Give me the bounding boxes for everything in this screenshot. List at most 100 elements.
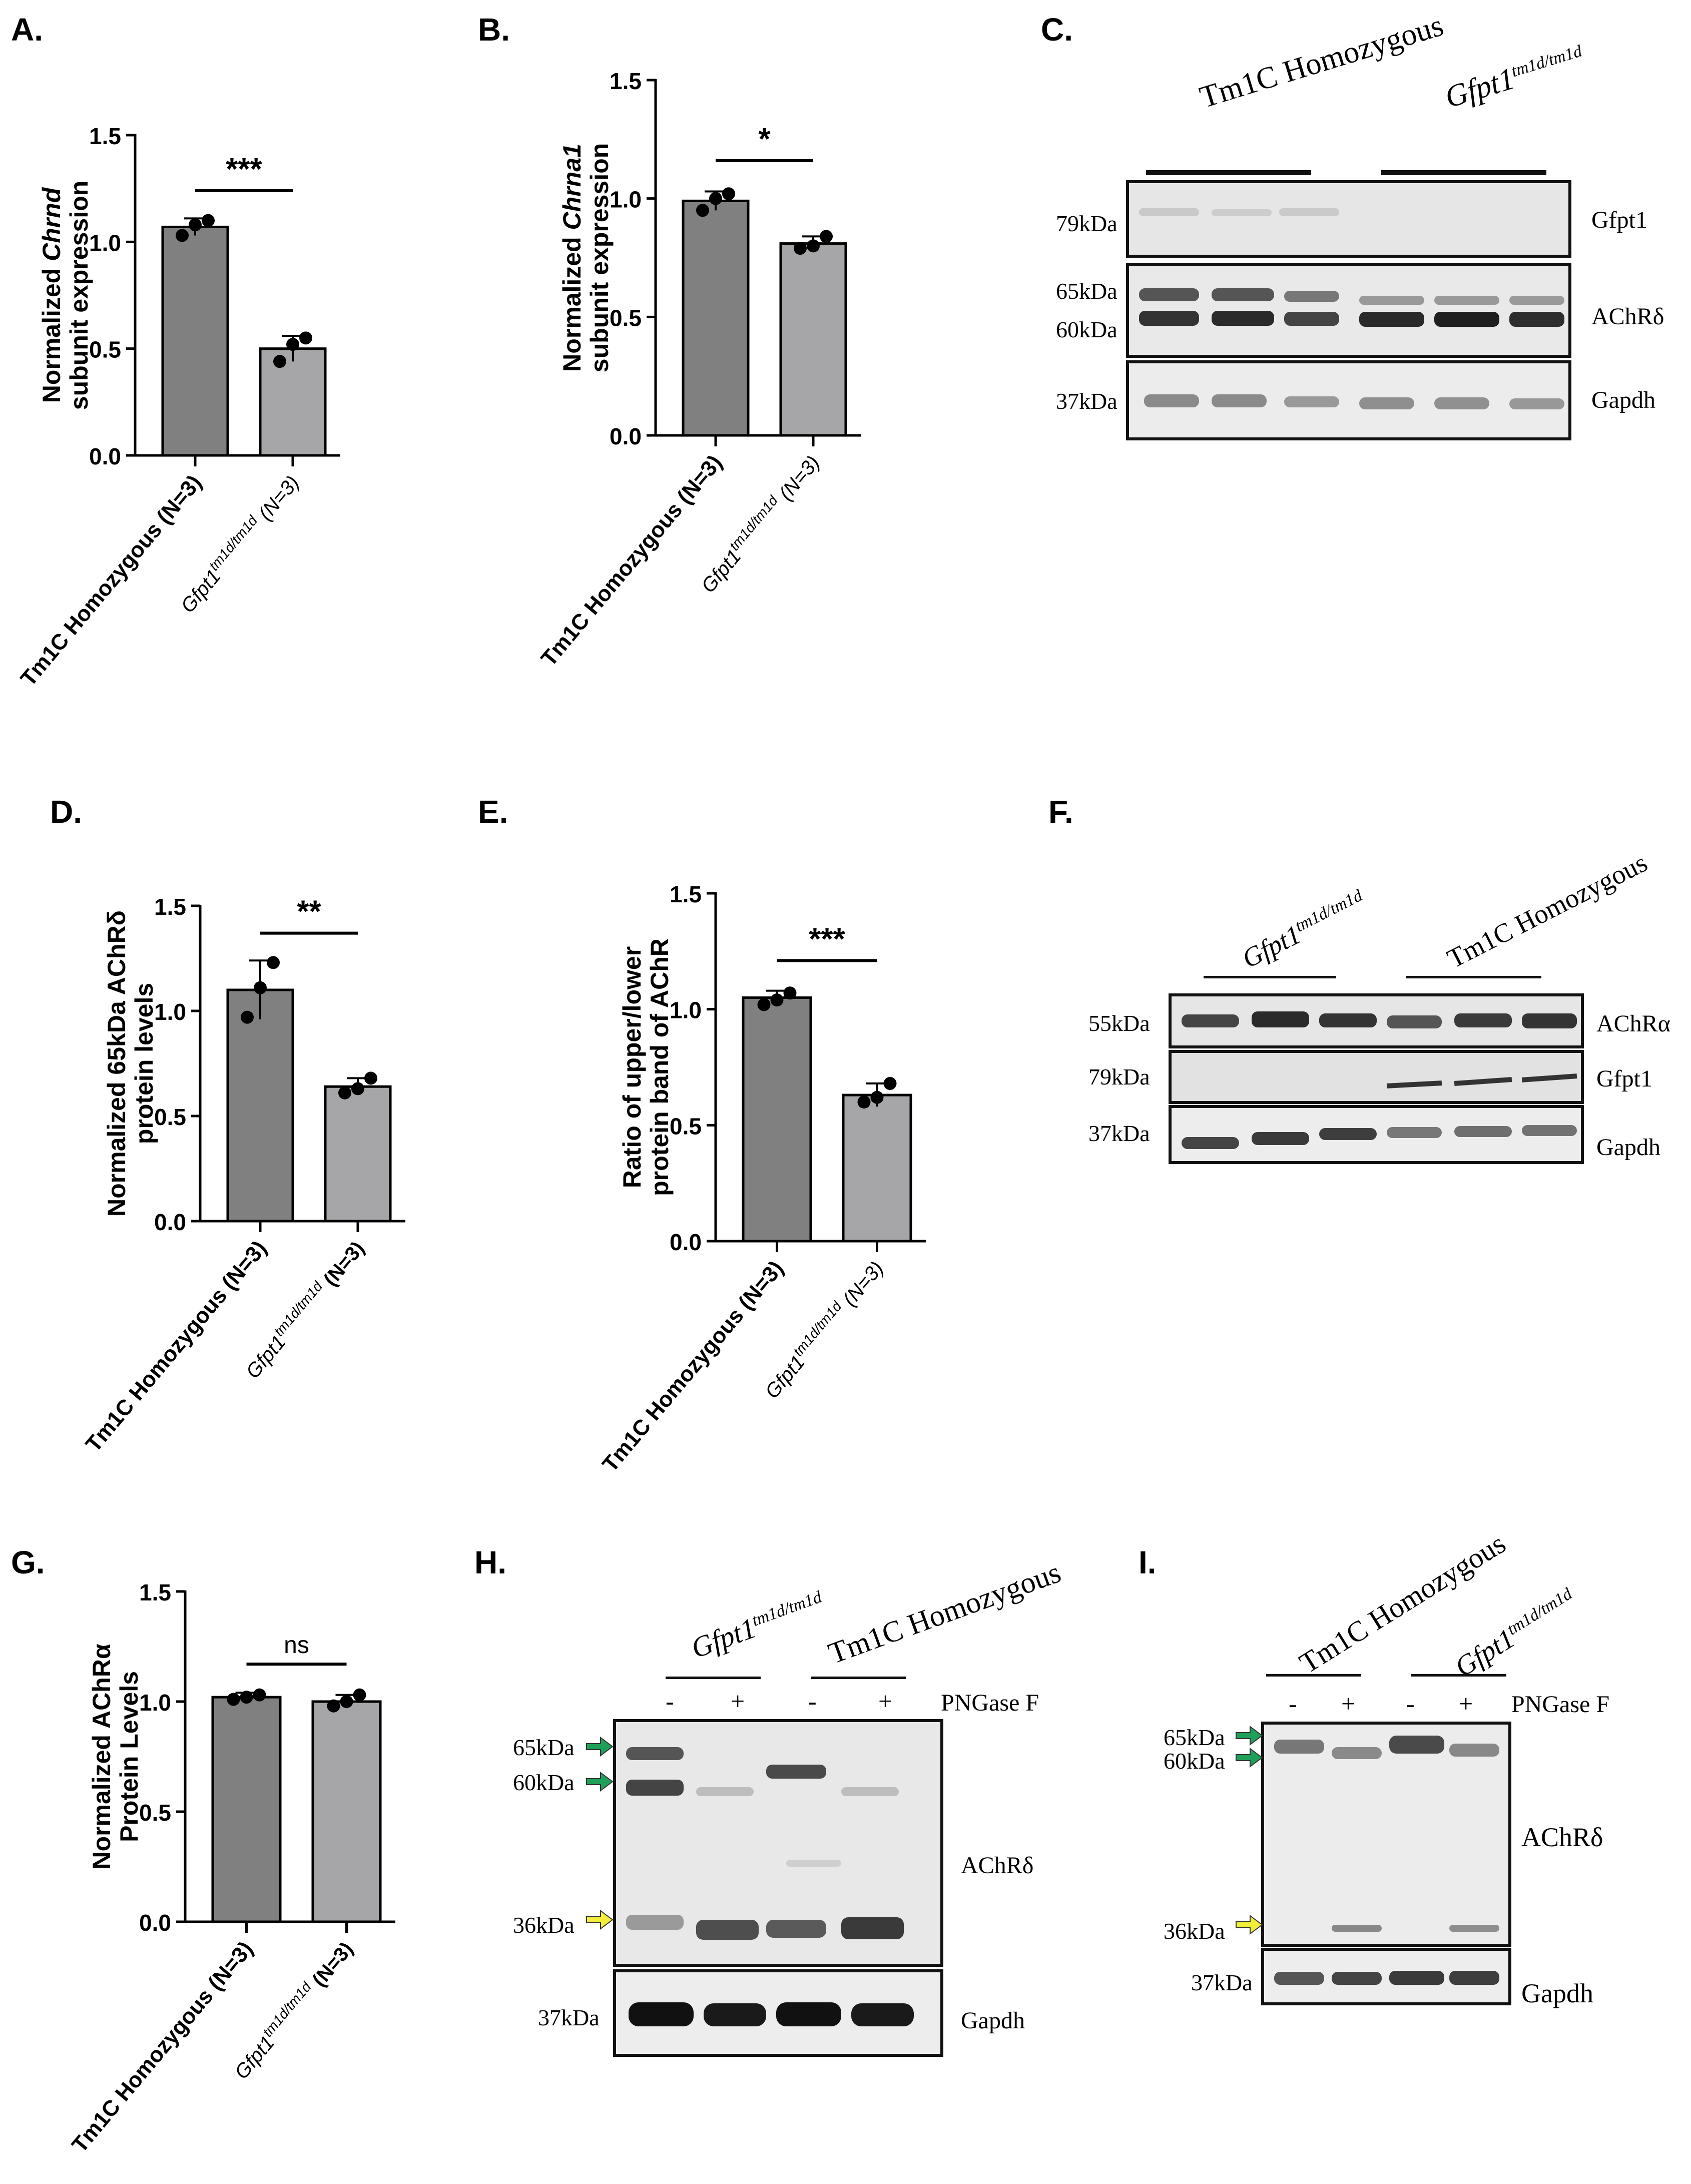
blot-h-mw-36: 36kDa	[513, 1912, 575, 1938]
data-point	[327, 1699, 340, 1713]
blot-f-mw-55: 55kDa	[1088, 1010, 1150, 1036]
blot-h-mw-65: 65kDa	[513, 1735, 575, 1760]
y-axis-label: subunit expression	[65, 181, 93, 410]
bar-gfpt1	[779, 242, 847, 437]
blot-c-group-left: Tm1C Homozygous	[1196, 8, 1447, 115]
blot-c-label-gapdh: Gapdh	[1591, 387, 1655, 413]
blot-h-achrd-membrane	[613, 1719, 943, 1967]
blot-i-enzyme: PNGase F	[1511, 1691, 1610, 1718]
data-point	[267, 956, 280, 969]
blot-i-arrows	[1236, 1726, 1263, 1935]
blot-f-group-right: Tm1C Homozygous	[1442, 847, 1652, 974]
y-tick-label: 1.5	[89, 123, 121, 149]
blot-h-mw-37: 37kDa	[538, 2005, 600, 2030]
blot-f-mw-79: 79kDa	[1088, 1064, 1150, 1089]
significance-label: *	[758, 122, 771, 157]
blot-f-group-right-bar	[1406, 976, 1541, 978]
blot-i-sign-3: -	[1406, 1690, 1415, 1718]
data-point	[340, 1695, 353, 1708]
blot-f-label-gapdh: Gapdh	[1596, 1134, 1660, 1161]
y-axis-label: Normalized Chrnd	[38, 187, 66, 403]
blot-c-mw-60: 60kDa	[1056, 317, 1117, 342]
panel-label-a: A.	[11, 12, 43, 48]
blot-i-mw-65: 65kDa	[1164, 1725, 1225, 1750]
data-point	[254, 981, 267, 994]
data-point	[353, 1688, 366, 1702]
bar-gfpt1	[311, 1700, 382, 1923]
data-point	[364, 1071, 377, 1085]
blot-f-gfpt1-membrane	[1169, 1050, 1584, 1104]
data-point	[883, 1076, 897, 1090]
green-arrow-icon	[1236, 1726, 1263, 1746]
blot-i-gapdh-membrane	[1261, 1948, 1511, 2005]
data-point	[709, 192, 722, 205]
data-point	[757, 998, 771, 1011]
blot-h-gapdh-membrane	[613, 1969, 943, 2057]
y-axis-label: protein levels	[130, 983, 158, 1144]
x-tick-label-tm1c: Tm1C Homozygous (N=3)	[16, 470, 207, 691]
chart-a: 0.0 0.5 1.0 1.5 *** Normalized Chrnd subunit e…	[16, 123, 340, 691]
data-point	[286, 338, 299, 351]
blot-i-achrd-membrane	[1261, 1722, 1511, 1947]
data-point	[696, 204, 709, 217]
x-tick-label-tm1c: Tm1C Homozygous (N=3)	[536, 450, 727, 671]
data-point	[807, 239, 820, 253]
yellow-arrow-icon	[586, 1910, 614, 1930]
blot-c-label-achrd: AChRδ	[1591, 303, 1664, 330]
data-point	[253, 1688, 266, 1702]
blot-h-group-right: Tm1C Homozygous	[824, 1555, 1065, 1671]
y-axis-label: Normalized Chrna1	[558, 144, 586, 372]
chart-g: 0.0 0.5 1.0 1.5 ns Normalized AChRα Protein Le…	[67, 1579, 395, 2157]
y-tick-label: 0.0	[139, 1910, 171, 1936]
blot-f-gapdh-membrane	[1169, 1105, 1584, 1164]
green-arrow-icon	[586, 1772, 614, 1792]
significance-label: **	[297, 895, 321, 929]
blot-h-sign-4: +	[878, 1687, 893, 1715]
y-tick-label: 1.0	[139, 1690, 171, 1716]
blot-h-sign-1: -	[666, 1687, 674, 1715]
blot-c-mw-65: 65kDa	[1056, 278, 1117, 304]
panel-label-e: E.	[478, 794, 508, 830]
yellow-arrow-icon	[1236, 1915, 1263, 1935]
y-tick-label: 1.5	[670, 881, 702, 907]
blot-f-group-left: Gfpt1tm1d/tm1d	[1237, 886, 1366, 974]
x-tick-label-tm1c: Tm1C Homozygous (N=3)	[81, 1236, 272, 1457]
data-point	[273, 355, 286, 368]
y-tick-label: 0.5	[670, 1113, 702, 1139]
chart-b: 0.0 0.5 1.0 1.5 * Normalized Chrna1 subunit ex…	[536, 68, 861, 671]
data-point	[338, 1086, 351, 1100]
bar-gfpt1	[842, 1094, 912, 1243]
y-tick-label: 1.5	[154, 894, 186, 920]
data-point	[820, 230, 833, 243]
data-point	[240, 1691, 253, 1704]
y-tick-label: 0.0	[154, 1209, 186, 1235]
y-tick-label: 0.5	[154, 1104, 186, 1130]
data-point	[783, 986, 797, 1000]
blot-i-label-gapdh: Gapdh	[1521, 1978, 1593, 2008]
blot-h-sign-2: +	[731, 1687, 745, 1715]
blot-i-sign-1: -	[1289, 1690, 1297, 1718]
panel-label-d: D.	[50, 794, 82, 830]
data-point	[227, 1693, 240, 1706]
y-axis-label: Normalized AChRα	[88, 1644, 116, 1869]
panel-label-i: I.	[1139, 1544, 1157, 1580]
panel-label-f: F.	[1048, 794, 1073, 830]
blot-f-label-gfpt1: Gfpt1	[1596, 1065, 1652, 1092]
y-tick-label: 0.5	[610, 305, 642, 331]
y-axis-label: subunit expression	[586, 143, 614, 372]
significance-label: ns	[284, 1632, 309, 1659]
blot-i-mw-36: 36kDa	[1164, 1918, 1225, 1944]
data-point	[241, 1010, 254, 1024]
y-tick-label: 1.0	[154, 999, 186, 1025]
y-tick-label: 0.5	[89, 337, 121, 363]
blot-h-group-left-bar	[666, 1677, 761, 1679]
blot-c-achrd-membrane	[1126, 263, 1571, 358]
x-tick-label-tm1c: Tm1C Homozygous (N=3)	[67, 1937, 258, 2157]
data-point	[770, 993, 784, 1007]
blot-c-mw-79: 79kDa	[1056, 211, 1117, 236]
blot-c-group-left-bar	[1146, 170, 1311, 175]
blot-c-group-right-bar	[1381, 170, 1546, 175]
y-tick-label: 1.5	[139, 1579, 171, 1605]
y-tick-label: 1.0	[670, 997, 702, 1023]
blot-i-group-right: Gfpt1tm1d/tm1d	[1449, 1584, 1575, 1684]
